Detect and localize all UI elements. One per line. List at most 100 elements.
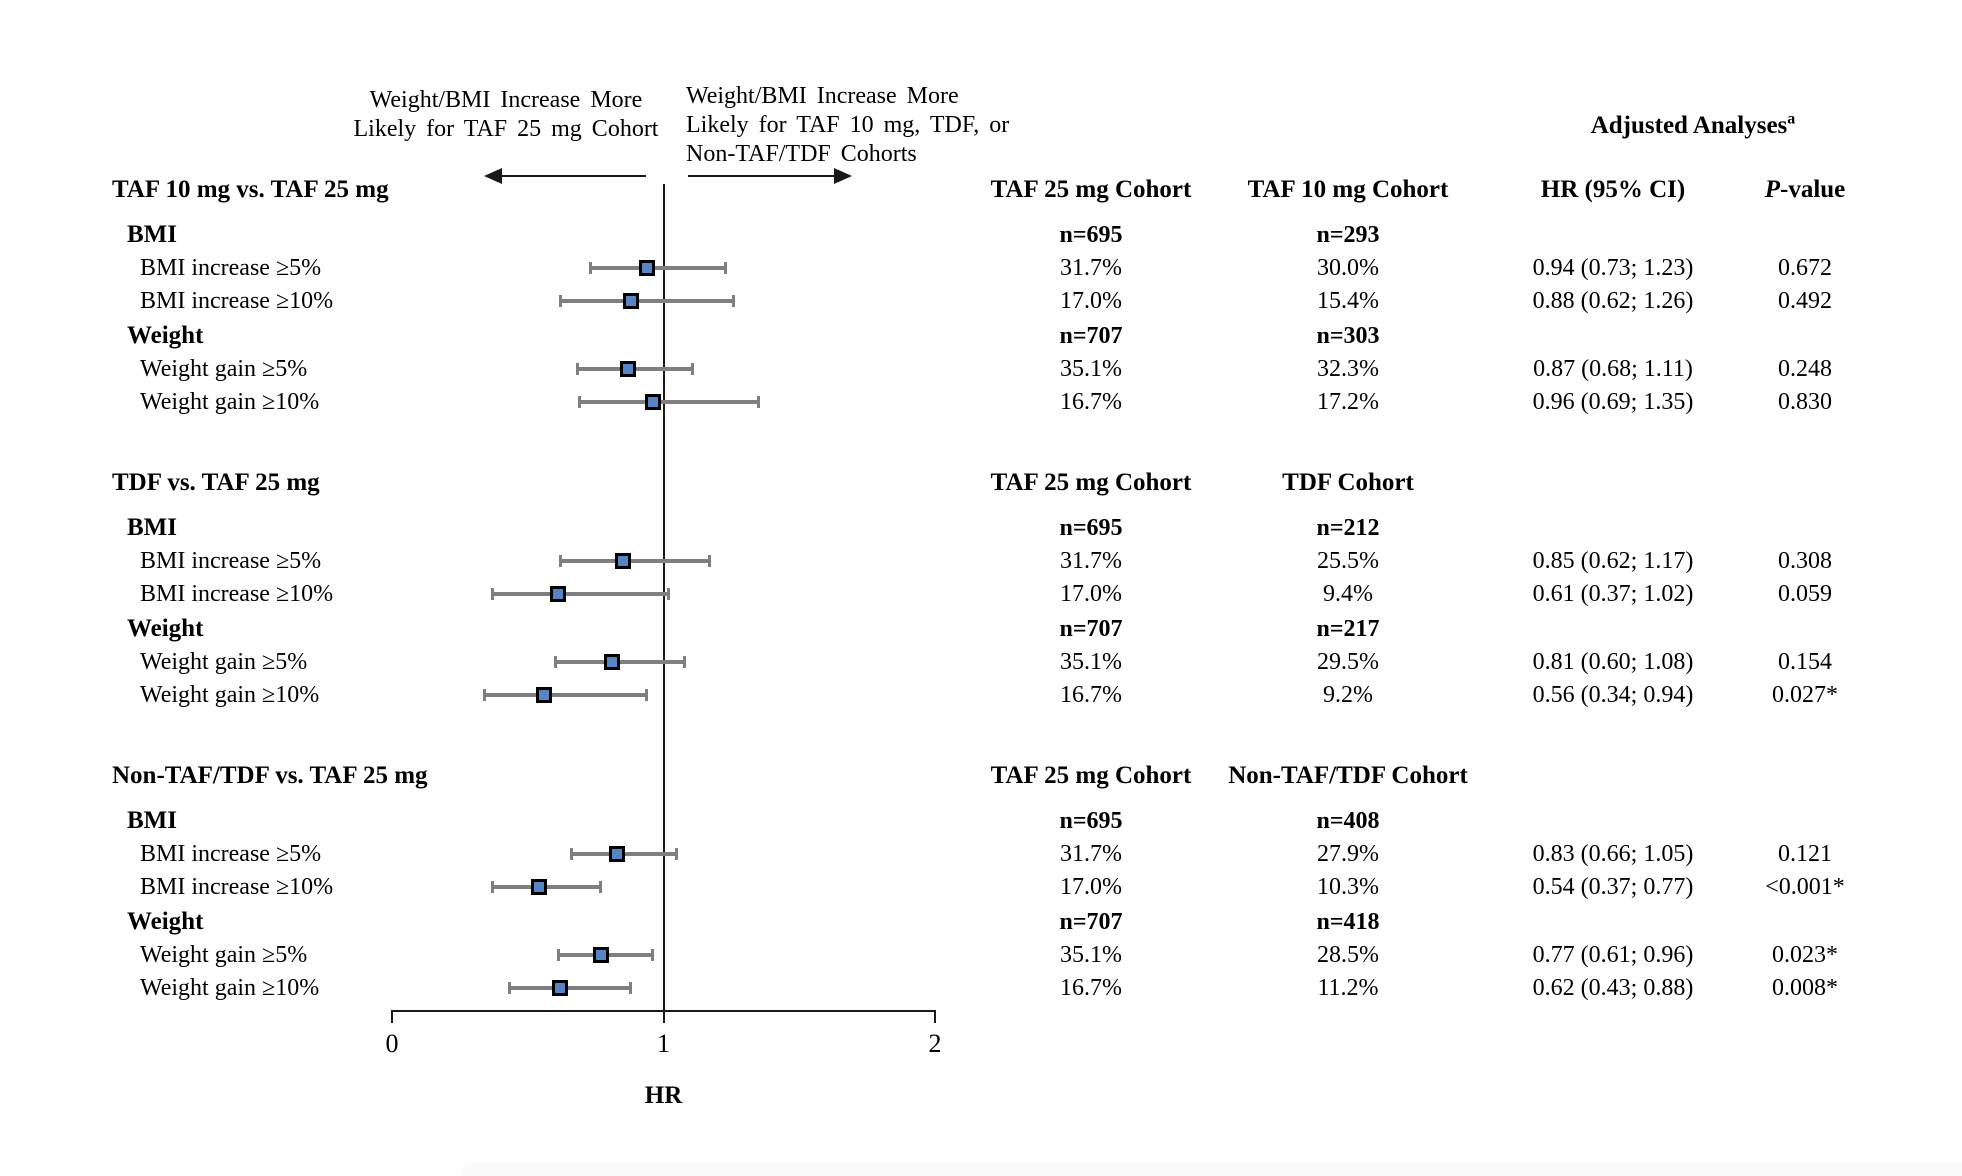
hr-ci-value: 0.87 (0.68; 1.11) xyxy=(1533,356,1693,382)
cohort-pct: 15.4% xyxy=(1317,288,1379,314)
hr-marker xyxy=(639,260,656,276)
cohort-pct: 16.7% xyxy=(1060,975,1122,1001)
p-value-column-header: P-value xyxy=(1765,176,1846,204)
ci-line xyxy=(554,660,686,664)
ci-cap-left xyxy=(553,656,557,668)
cohort-pct: 17.0% xyxy=(1060,288,1122,314)
cohort-column-header: TAF 25 mg Cohort xyxy=(990,762,1192,789)
cohort-pct: 30.0% xyxy=(1317,255,1379,281)
hr-marker xyxy=(549,586,566,602)
cohort-n: n=707 xyxy=(1059,616,1123,642)
ci-line xyxy=(492,592,669,596)
group-label: BMI xyxy=(127,514,177,541)
left-direction-label: Weight/BMI Increase More Likely for TAF … xyxy=(354,86,659,144)
axis-tick xyxy=(391,1010,393,1023)
cohort-n: n=707 xyxy=(1059,909,1123,935)
group-label: Weight xyxy=(127,908,204,935)
hr-marker xyxy=(644,394,661,410)
right-arrow-icon xyxy=(834,168,852,184)
section-title: TDF vs. TAF 25 mg xyxy=(112,469,320,496)
cohort-pct: 35.1% xyxy=(1060,942,1122,968)
hr-marker xyxy=(622,293,639,309)
cohort-n: n=212 xyxy=(1316,515,1380,541)
ci-cap-right xyxy=(732,295,736,307)
cohort-pct: 17.2% xyxy=(1317,389,1379,415)
cohort-pct: 17.0% xyxy=(1060,874,1122,900)
p-value: 0.121 xyxy=(1778,841,1832,867)
axis-tick-label: 0 xyxy=(385,1029,399,1058)
row-label: Weight gain ≥10% xyxy=(140,975,320,1001)
p-value: 0.492 xyxy=(1778,288,1832,314)
left-arrow xyxy=(500,175,646,177)
cohort-pct: 31.7% xyxy=(1060,548,1122,574)
ci-cap-right xyxy=(723,262,727,274)
cohort-n: n=303 xyxy=(1316,323,1380,349)
axis-tick-label: 1 xyxy=(657,1029,670,1058)
cohort-pct: 28.5% xyxy=(1317,942,1379,968)
axis-tick xyxy=(662,1010,665,1023)
hr-marker xyxy=(536,687,553,703)
hr-axis-label: HR xyxy=(644,1082,683,1109)
hr-marker xyxy=(614,553,631,569)
ci-cap-left xyxy=(556,949,560,961)
cohort-pct: 32.3% xyxy=(1317,356,1379,382)
p-value: <0.001* xyxy=(1765,874,1845,900)
cohort-pct: 35.1% xyxy=(1060,649,1122,675)
row-label: BMI increase ≥5% xyxy=(140,255,322,281)
cohort-n: n=695 xyxy=(1059,515,1123,541)
cohort-pct: 29.5% xyxy=(1317,649,1379,675)
hr-marker xyxy=(552,980,569,996)
right-direction-label-line3: Non-TAF/TDF Cohorts xyxy=(686,141,917,167)
ci-cap-right xyxy=(650,949,654,961)
right-direction-label: Weight/BMI Increase More Likely for TAF … xyxy=(686,82,1009,169)
row-label: BMI increase ≥10% xyxy=(140,581,334,607)
section-title: TAF 10 mg vs. TAF 25 mg xyxy=(112,176,389,203)
cohort-pct: 31.7% xyxy=(1060,255,1122,281)
group-label: BMI xyxy=(127,807,177,834)
adjusted-analyses-label: Adjusted Analyses xyxy=(1590,112,1788,139)
ci-cap-right xyxy=(707,555,711,567)
ci-cap-right xyxy=(756,396,760,408)
cohort-column-header: Non-TAF/TDF Cohort xyxy=(1228,762,1468,789)
left-direction-label-line2: Likely for TAF 25 mg Cohort xyxy=(353,116,659,142)
cohort-pct: 27.9% xyxy=(1317,841,1379,867)
reference-line xyxy=(662,184,665,1010)
hr-marker xyxy=(593,947,610,963)
adjusted-analyses-header: Adjusted Analysesa xyxy=(1590,111,1796,140)
left-arrow-icon xyxy=(484,168,502,184)
ci-cap-right xyxy=(675,848,679,860)
p-value: 0.027* xyxy=(1772,682,1838,708)
hr-ci-value: 0.96 (0.69; 1.35) xyxy=(1532,389,1694,415)
right-direction-label-line2: Likely for TAF 10 mg, TDF, or xyxy=(686,112,1010,138)
ci-cap-left xyxy=(589,262,593,274)
ci-cap-left xyxy=(559,295,563,307)
ci-cap-right xyxy=(666,588,670,600)
hr-ci-value: 0.81 (0.60; 1.08) xyxy=(1532,649,1694,675)
ci-cap-left xyxy=(483,689,487,701)
cohort-n: n=695 xyxy=(1059,808,1123,834)
cohort-n: n=293 xyxy=(1316,222,1380,248)
cohort-pct: 35.1% xyxy=(1060,356,1122,382)
ci-cap-left xyxy=(491,881,495,893)
p-value-header-rest: -value xyxy=(1780,176,1846,203)
row-label: BMI increase ≥5% xyxy=(140,841,322,867)
hr-ci-column-header: HR (95% CI) xyxy=(1540,176,1686,203)
ci-line xyxy=(590,266,726,270)
ci-line xyxy=(484,693,648,697)
cohort-pct: 9.4% xyxy=(1323,581,1373,607)
ci-line xyxy=(492,885,602,889)
row-label: BMI increase ≥5% xyxy=(140,548,322,574)
ci-cap-left xyxy=(575,363,579,375)
cohort-n: n=707 xyxy=(1059,323,1123,349)
ci-line xyxy=(508,986,631,990)
p-value: 0.008* xyxy=(1772,975,1838,1001)
row-label: Weight gain ≥5% xyxy=(140,649,308,675)
bottom-edge-smudge xyxy=(460,1163,1962,1176)
hr-ci-value: 0.83 (0.66; 1.05) xyxy=(1532,841,1694,867)
cohort-pct: 16.7% xyxy=(1060,389,1122,415)
cohort-column-header: TAF 10 mg Cohort xyxy=(1247,176,1449,203)
cohort-column-header: TAF 25 mg Cohort xyxy=(990,176,1192,203)
group-label: BMI xyxy=(127,221,177,248)
p-value: 0.023* xyxy=(1772,942,1838,968)
